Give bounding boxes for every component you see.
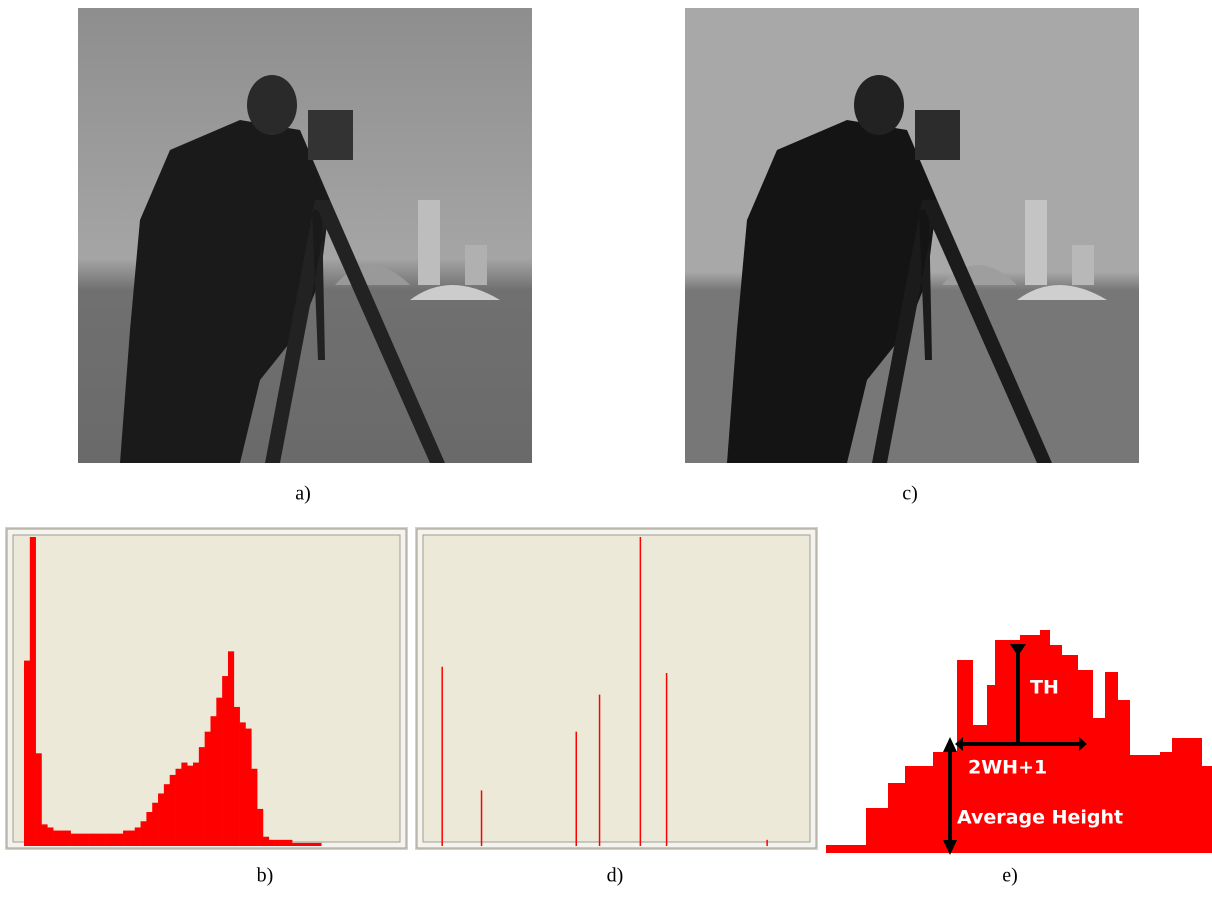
histogram-bin (30, 537, 36, 846)
histogram-bin (111, 834, 117, 846)
histogram-bin (205, 732, 211, 846)
histogram-bin (158, 793, 164, 846)
histogram-bin (141, 821, 147, 846)
histogram-bin (199, 747, 205, 846)
histogram-bin (257, 809, 263, 846)
histogram-bin (304, 843, 310, 846)
histogram-bin (275, 840, 281, 846)
panel-label: a) (295, 483, 311, 505)
histogram-bin (146, 812, 152, 846)
histogram-bin (234, 707, 240, 846)
width-label: 2WH+1 (968, 757, 1047, 779)
histogram-bin (65, 831, 71, 846)
histogram-bin (181, 763, 187, 846)
histogram-bin (41, 824, 47, 846)
histogram-bin (216, 698, 222, 846)
histogram-bin (280, 840, 286, 846)
histogram-bin (211, 716, 217, 846)
histogram-frame (415, 527, 818, 850)
histogram-bin (263, 837, 269, 846)
histogram-bin (123, 831, 129, 846)
histogram-bin (315, 843, 321, 846)
histogram-bin (269, 840, 275, 846)
histogram-bin (298, 843, 304, 846)
histogram-bin (170, 775, 176, 846)
histogram-bin (152, 803, 158, 846)
histogram-bin (82, 834, 88, 846)
diagram-e: TH 2WH+1 Average Height (826, 630, 1212, 855)
histogram-bin (94, 834, 100, 846)
panel-label: d) (607, 865, 624, 887)
histogram-bin (53, 831, 59, 846)
histogram-bin (245, 729, 251, 846)
base-label: Average Height (957, 807, 1123, 829)
histogram-bin (135, 827, 141, 846)
histogram-bin (47, 827, 53, 846)
histogram-bin (228, 651, 234, 846)
photo-original (78, 8, 532, 463)
panel-label: c) (902, 483, 918, 505)
histogram-bin (310, 843, 316, 846)
figure: a) c) b) d) e) TH 2WH+1 Average Height (0, 0, 1212, 897)
panel-label: e) (1002, 865, 1018, 887)
histogram-bin (240, 722, 246, 846)
histogram-bin (24, 661, 30, 846)
histogram-bin (59, 831, 65, 846)
histogram-bin (222, 676, 228, 846)
histogram-bin (76, 834, 82, 846)
histogram-bin (292, 843, 298, 846)
histogram-bin (88, 834, 94, 846)
histogram-bin (100, 834, 106, 846)
histogram-bin (251, 769, 257, 846)
histogram-bin (193, 763, 199, 846)
histogram-bin (129, 831, 135, 846)
histogram-bin (164, 784, 170, 846)
top-label: TH (1030, 677, 1059, 699)
histogram-bin (187, 766, 193, 846)
histogram-bin (176, 769, 182, 846)
histogram-bin (286, 840, 292, 846)
histogram-bin (36, 753, 42, 846)
histogram-bin (117, 834, 123, 846)
panel-label: b) (257, 865, 274, 887)
histogram-bin (106, 834, 112, 846)
histogram-bin (71, 834, 77, 846)
photo-quantized (685, 8, 1139, 463)
